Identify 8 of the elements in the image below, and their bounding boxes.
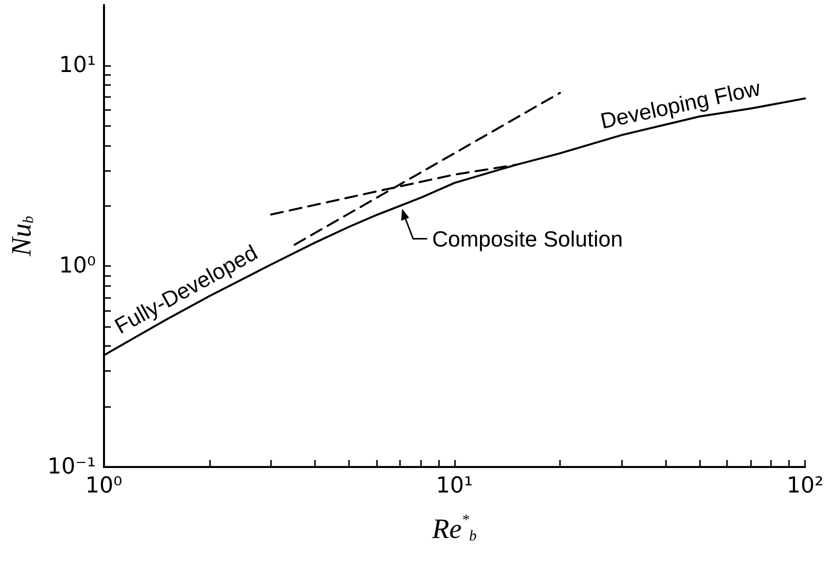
y-axis-title: Nub bbox=[6, 215, 38, 258]
x-axis-title: Re*b bbox=[431, 512, 478, 545]
x-tick-label: 10¹ bbox=[436, 474, 473, 498]
x-tick-label: 10² bbox=[786, 474, 824, 498]
y-tick-label: 10¹ bbox=[59, 52, 96, 78]
annotation: Developing Flow bbox=[598, 75, 762, 134]
annotation: Composite Solution bbox=[432, 226, 623, 252]
y-tick-label: 10⁰ bbox=[59, 254, 96, 279]
